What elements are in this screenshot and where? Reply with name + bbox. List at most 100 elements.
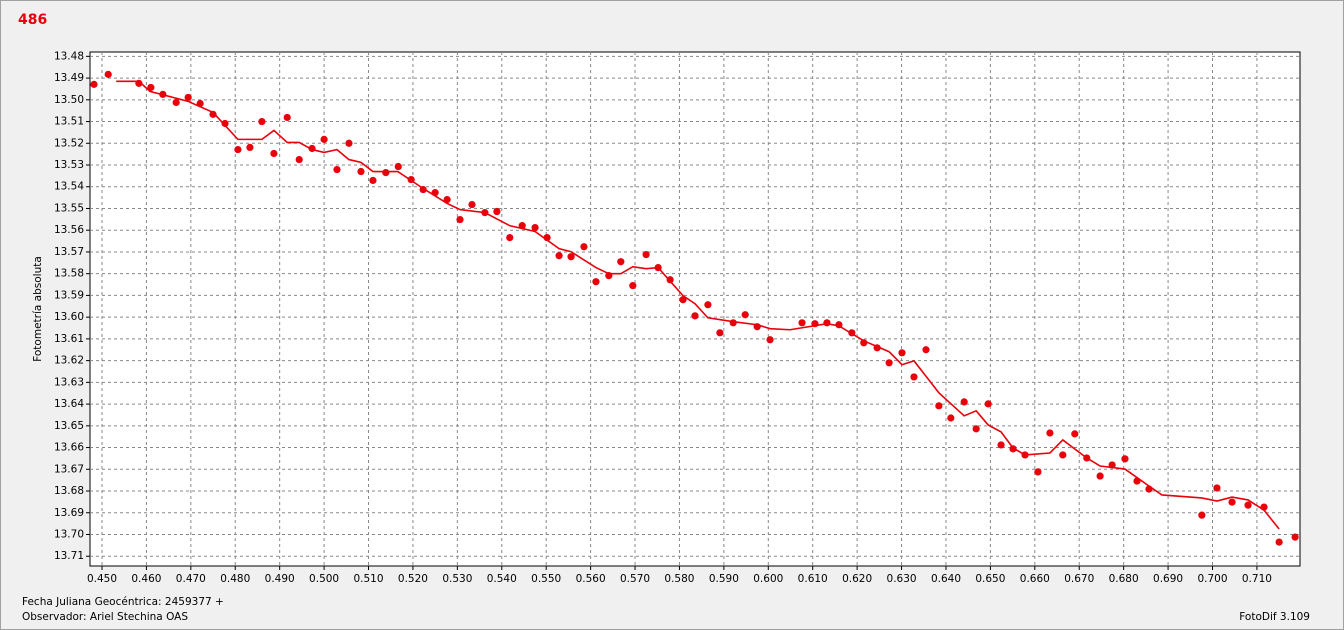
- x-tick-label: 0.480: [220, 573, 250, 585]
- data-point: [531, 224, 539, 232]
- data-point: [947, 414, 955, 422]
- x-tick-label: 0.700: [1197, 573, 1227, 585]
- data-point: [1213, 484, 1221, 492]
- data-point: [1046, 429, 1054, 437]
- y-tick-label: 13.53: [54, 159, 84, 171]
- y-tick-label: 13.48: [54, 50, 84, 62]
- y-tick-label: 13.49: [54, 72, 84, 84]
- x-tick-label: 0.580: [664, 573, 694, 585]
- data-point: [295, 155, 303, 164]
- data-point: [885, 359, 893, 367]
- data-point: [258, 117, 266, 126]
- x-tick-label: 0.660: [1020, 573, 1050, 585]
- data-point: [691, 312, 699, 320]
- y-tick-label: 13.52: [54, 137, 84, 149]
- data-point: [345, 139, 353, 147]
- x-tick-label: 0.560: [576, 573, 606, 585]
- data-point: [221, 119, 229, 128]
- y-tick-label: 13.60: [54, 311, 84, 323]
- data-point: [1198, 511, 1206, 519]
- data-point: [935, 402, 943, 410]
- y-tick-label: 13.68: [54, 485, 84, 497]
- x-tick-label: 0.550: [531, 573, 561, 585]
- data-point: [443, 195, 451, 204]
- data-point: [997, 441, 1005, 449]
- annotation: Fecha Juliana Geocéntrica: 2459377 +: [22, 596, 224, 608]
- y-tick-label: 13.51: [54, 116, 84, 128]
- y-tick-label: 13.57: [54, 246, 84, 258]
- y-tick-label: 13.71: [54, 550, 84, 562]
- y-tick-label: 13.66: [54, 442, 84, 454]
- data-point: [456, 215, 464, 224]
- x-tick-label: 0.650: [975, 573, 1005, 585]
- y-tick-label: 13.70: [54, 528, 84, 540]
- data-point: [922, 346, 930, 354]
- x-tick-label: 0.510: [353, 573, 383, 585]
- y-tick-label: 13.62: [54, 355, 84, 367]
- data-point: [580, 243, 588, 251]
- data-point: [270, 149, 278, 158]
- data-point: [567, 253, 575, 261]
- chart-title: 486: [18, 12, 47, 28]
- data-point: [898, 349, 906, 357]
- data-point: [172, 98, 180, 107]
- data-point: [1071, 430, 1079, 438]
- x-tick-label: 0.690: [1153, 573, 1183, 585]
- data-point: [972, 425, 980, 433]
- data-point: [1034, 468, 1042, 476]
- x-tick-label: 0.540: [487, 573, 517, 585]
- data-point: [1059, 451, 1067, 459]
- x-tick-label: 0.640: [931, 573, 961, 585]
- data-point: [741, 311, 749, 319]
- x-tick-label: 0.530: [442, 573, 472, 585]
- data-point: [1121, 455, 1129, 463]
- x-tick-label: 0.630: [887, 573, 917, 585]
- y-tick-label: 13.65: [54, 420, 84, 432]
- data-point: [468, 200, 476, 209]
- data-point: [493, 207, 501, 216]
- data-point: [592, 278, 600, 286]
- y-tick-label: 13.50: [54, 94, 84, 106]
- data-point: [369, 176, 377, 185]
- data-point: [246, 143, 254, 152]
- y-tick-label: 13.56: [54, 224, 84, 236]
- data-point: [766, 336, 774, 344]
- data-point: [104, 70, 112, 78]
- y-tick-label: 13.63: [54, 376, 84, 388]
- annotation: FotoDif 3.109: [1239, 611, 1310, 623]
- data-point: [716, 329, 724, 337]
- y-tick-label: 13.61: [54, 333, 84, 345]
- data-point: [984, 400, 992, 408]
- data-point: [823, 319, 831, 327]
- data-point: [320, 135, 328, 143]
- data-point: [1291, 533, 1299, 541]
- x-tick-label: 0.490: [265, 573, 295, 585]
- data-point: [147, 83, 155, 92]
- x-tick-label: 0.710: [1242, 573, 1272, 585]
- x-tick-label: 0.620: [842, 573, 872, 585]
- data-point: [704, 301, 712, 309]
- data-line: [116, 80, 1280, 530]
- annotation: Observador: Ariel Stechina OAS: [22, 611, 188, 623]
- x-tick-label: 0.600: [753, 573, 783, 585]
- data-point: [1244, 501, 1252, 509]
- data-point: [1096, 472, 1104, 480]
- data-point: [1275, 538, 1283, 546]
- x-tick-label: 0.670: [1064, 573, 1094, 585]
- x-tick-label: 0.470: [176, 573, 206, 585]
- data-point: [394, 162, 402, 171]
- data-point: [382, 169, 390, 177]
- y-tick-label: 13.64: [54, 398, 84, 410]
- y-tick-label: 13.69: [54, 507, 84, 519]
- data-point: [333, 165, 341, 174]
- data-point: [617, 258, 625, 266]
- y-tick-label: 13.59: [54, 289, 84, 301]
- data-point: [209, 110, 217, 118]
- x-tick-label: 0.610: [798, 573, 828, 585]
- data-point: [283, 113, 291, 122]
- x-tick-label: 0.500: [309, 573, 339, 585]
- data-point: [234, 145, 242, 154]
- data-point: [184, 93, 192, 102]
- y-tick-label: 13.54: [54, 181, 84, 193]
